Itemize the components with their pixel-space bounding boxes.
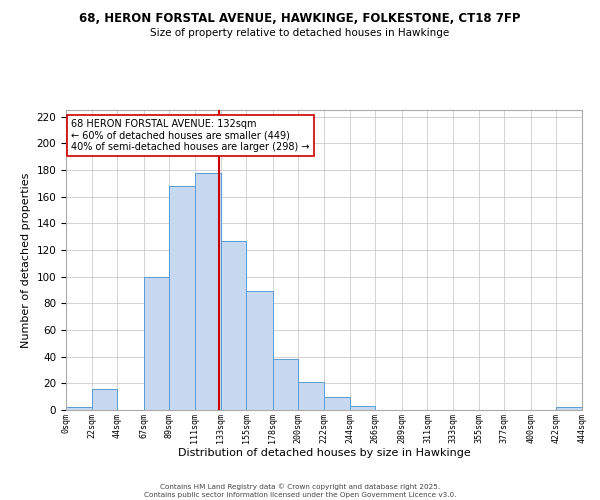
Bar (169, 186, 195, 410)
Bar (273, 360, 298, 410)
Y-axis label: Number of detached properties: Number of detached properties (21, 172, 31, 348)
X-axis label: Distribution of detached houses by size in Hawkinge: Distribution of detached houses by size … (178, 448, 470, 458)
Bar (298, 382, 324, 410)
Text: 68, HERON FORSTAL AVENUE, HAWKINGE, FOLKESTONE, CT18 7FP: 68, HERON FORSTAL AVENUE, HAWKINGE, FOLK… (79, 12, 521, 26)
Bar (144, 276, 169, 410)
Text: Contains HM Land Registry data © Crown copyright and database right 2025.
Contai: Contains HM Land Registry data © Crown c… (144, 483, 456, 498)
Text: Size of property relative to detached houses in Hawkinge: Size of property relative to detached ho… (151, 28, 449, 38)
Bar (324, 396, 350, 410)
Bar (221, 240, 246, 410)
Bar (556, 408, 582, 410)
Text: 68 HERON FORSTAL AVENUE: 132sqm
← 60% of detached houses are smaller (449)
40% o: 68 HERON FORSTAL AVENUE: 132sqm ← 60% of… (71, 119, 310, 152)
Bar (246, 292, 273, 410)
Bar (66, 408, 92, 410)
Bar (92, 388, 117, 410)
Bar (195, 172, 221, 410)
Bar (350, 406, 375, 410)
